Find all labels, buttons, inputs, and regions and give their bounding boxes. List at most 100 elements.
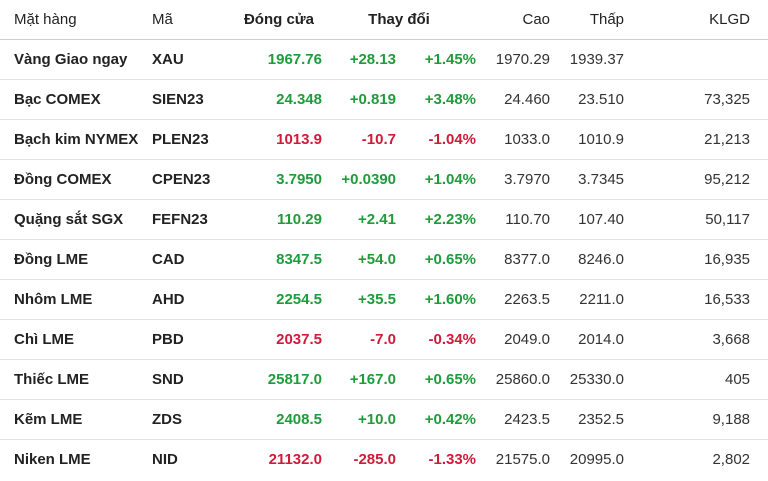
low-price-cell: 23.510 [578, 90, 625, 108]
high-price-cell: 1033.0 [504, 130, 551, 148]
volume-cell: 50,117 [705, 210, 751, 228]
header-low: Thấp [550, 0, 625, 40]
high-price-cell: 2423.5 [504, 410, 551, 428]
table-row: Bạc COMEX SIEN23 24.348 +0.819 +3.48% 24.460 2… [0, 79, 768, 119]
table-row: Quặng sắt SGX FEFN23 110.29 +2.41 +2.23% 110.… [0, 199, 768, 239]
change-percent-cell: +0.65% [424, 250, 477, 268]
symbol-cell: NID [152, 450, 178, 468]
high-price-cell: 25860.0 [495, 370, 551, 388]
volume-cell: 95,212 [704, 170, 751, 188]
volume-cell: 73,325 [704, 90, 751, 108]
high-price-cell: 1970.29 [495, 50, 551, 68]
commodity-name-cell: Chì LME [14, 330, 74, 348]
table-row: Thiếc LME SND 25817.0 +167.0 +0.65% 25860.0 25… [0, 359, 768, 399]
high-price-cell: 2049.0 [504, 330, 551, 348]
commodity-name-cell: Vàng Giao ngay [14, 50, 128, 68]
change-cell: +167.0 [349, 370, 396, 388]
high-price-cell: 110.70 [505, 210, 551, 228]
change-cell: +54.0 [358, 250, 396, 268]
low-price-cell: 2211.0 [579, 290, 625, 308]
close-price-cell: 1013.9 [276, 130, 322, 148]
close-price-cell: 110.29 [276, 210, 322, 228]
change-percent-cell: +1.60% [424, 290, 477, 308]
table-row: Niken LME NID 21132.0 -285.0 -1.33% 21575.0 20… [0, 439, 768, 479]
volume-cell: 16,935 [704, 250, 751, 268]
volume-cell [624, 39, 768, 79]
table-row: Kẽm LME ZDS 2408.5 +10.0 +0.42% 2423.5 2352.5 9… [0, 399, 768, 439]
symbol-cell: SND [152, 370, 184, 388]
header-symbol: Mã [150, 0, 236, 40]
high-price-cell: 3.7970 [504, 170, 551, 188]
table-row: Nhôm LME AHD 2254.5 +35.5 +1.60% 2263.5 2211.0… [0, 279, 768, 319]
symbol-cell: SIEN23 [152, 90, 204, 108]
high-price-cell: 2263.5 [504, 290, 551, 308]
symbol-cell: CAD [152, 250, 185, 268]
header-name: Mặt hàng [0, 0, 150, 40]
table-row: Đồng COMEX CPEN23 3.7950 +0.0390 +1.04% 3.797… [0, 159, 768, 199]
volume-cell: 2,802 [712, 450, 751, 468]
close-price-cell: 25817.0 [267, 370, 322, 388]
commodity-name-cell: Niken LME [14, 450, 91, 468]
low-price-cell: 8246.0 [578, 250, 625, 268]
low-price-cell: 1939.37 [569, 50, 625, 68]
change-percent-cell: -1.33% [428, 450, 477, 468]
low-price-cell: 2352.5 [578, 410, 625, 428]
change-cell: +0.0390 [341, 170, 396, 188]
high-price-cell: 24.460 [504, 90, 551, 108]
header-volume: KLGD [624, 0, 768, 40]
symbol-cell: PLEN23 [152, 130, 209, 148]
close-price-cell: 3.7950 [276, 170, 322, 188]
change-percent-cell: +0.65% [424, 370, 477, 388]
volume-cell: 3,668 [712, 330, 751, 348]
low-price-cell: 107.40 [578, 210, 625, 228]
change-percent-cell: +0.42% [424, 410, 477, 428]
change-percent-cell: +1.45% [424, 50, 477, 68]
change-percent-cell: +1.04% [424, 170, 477, 188]
volume-cell: 21,213 [704, 130, 751, 148]
high-price-cell: 21575.0 [495, 450, 551, 468]
change-percent-cell: -1.04% [428, 130, 477, 148]
close-price-cell: 2037.5 [276, 330, 322, 348]
commodity-name-cell: Kẽm LME [14, 410, 83, 428]
close-price-cell: 24.348 [276, 90, 322, 108]
header-change: Thay đổi [322, 0, 477, 40]
high-price-cell: 8377.0 [504, 250, 551, 268]
symbol-cell: PBD [152, 330, 184, 348]
change-cell: +10.0 [358, 410, 396, 428]
low-price-cell: 2014.0 [578, 330, 625, 348]
change-cell: -285.0 [353, 450, 396, 468]
commodity-name-cell: Bạch kim NYMEX [14, 130, 139, 148]
close-price-cell: 2408.5 [276, 410, 322, 428]
low-price-cell: 3.7345 [578, 170, 625, 188]
change-percent-cell: -0.34% [428, 330, 477, 348]
change-cell: +2.41 [358, 210, 396, 228]
low-price-cell: 20995.0 [569, 450, 625, 468]
change-cell: +35.5 [358, 290, 396, 308]
change-cell: -10.7 [361, 130, 396, 148]
commodity-name-cell: Bạc COMEX [14, 90, 101, 108]
low-price-cell: 1010.9 [578, 130, 625, 148]
low-price-cell: 25330.0 [569, 370, 625, 388]
table-body: Vàng Giao ngay XAU 1967.76 +28.13 +1.45% 1970… [0, 39, 768, 479]
change-percent-cell: +3.48% [424, 90, 477, 108]
table-row: Vàng Giao ngay XAU 1967.76 +28.13 +1.45% 1970… [0, 39, 768, 79]
table-row: Đồng LME CAD 8347.5 +54.0 +0.65% 8377.0 8246.0… [0, 239, 768, 279]
symbol-cell: AHD [152, 290, 185, 308]
close-price-cell: 1967.76 [267, 50, 322, 68]
commodity-name-cell: Thiếc LME [14, 370, 90, 388]
commodity-name-cell: Đồng COMEX [14, 170, 112, 188]
change-percent-cell: +2.23% [424, 210, 477, 228]
volume-cell: 405 [724, 370, 751, 388]
header-close: Đóng cửa [236, 0, 322, 40]
table-row: Chì LME PBD 2037.5 -7.0 -0.34% 2049.0 2014.0 3,… [0, 319, 768, 359]
commodity-name-cell: Quặng sắt SGX [14, 210, 124, 228]
close-price-cell: 21132.0 [268, 450, 322, 468]
volume-cell: 9,188 [712, 410, 751, 428]
change-cell: -7.0 [370, 330, 396, 348]
table-row: Bạch kim NYMEX PLEN23 1013.9 -10.7 -1.04% 103… [0, 119, 768, 159]
change-cell: +28.13 [349, 50, 396, 68]
symbol-cell: CPEN23 [152, 170, 211, 188]
header-high: Cao [476, 0, 551, 40]
symbol-cell: ZDS [152, 410, 182, 428]
